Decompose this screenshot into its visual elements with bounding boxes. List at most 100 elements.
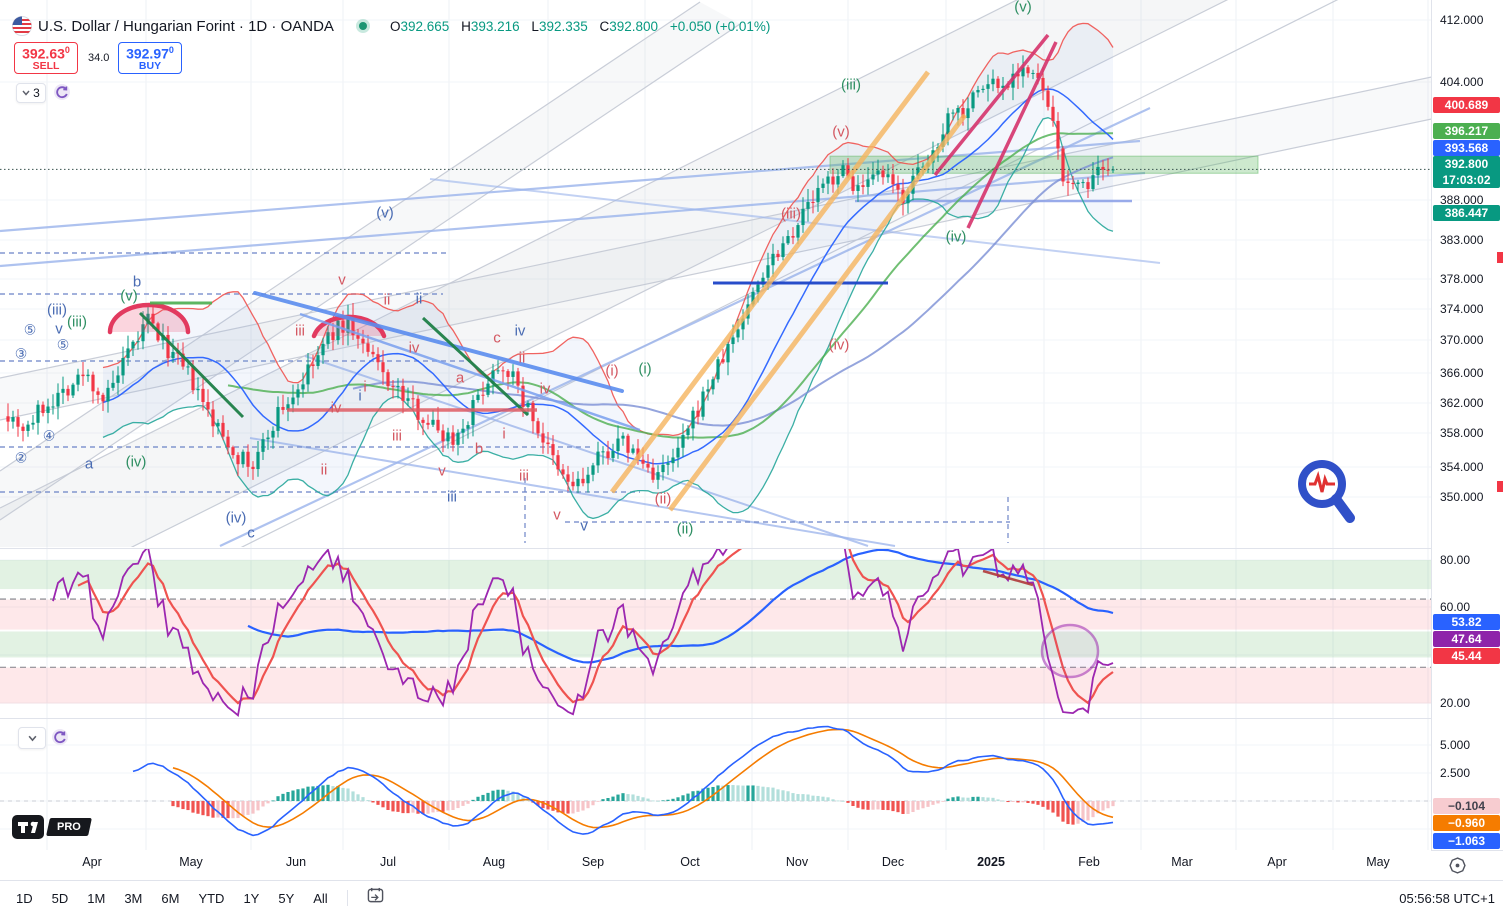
go-to-date-icon[interactable] [367, 887, 384, 909]
sma-badge: 393.568 [1433, 140, 1500, 156]
axis-tick: 388.000 [1440, 193, 1484, 207]
elliott-wave-label[interactable]: b [132, 273, 142, 291]
axis-alert-marker[interactable] [1497, 481, 1503, 492]
pane-separator[interactable] [0, 718, 1503, 719]
elliott-wave-label[interactable]: (iv) [945, 228, 967, 246]
axis-tick: 350.000 [1440, 490, 1484, 504]
elliott-wave-label[interactable]: (ii) [654, 490, 672, 508]
elliott-wave-label[interactable]: ④ [42, 427, 56, 444]
elliott-wave-label[interactable]: v [553, 506, 561, 524]
elliott-wave-label[interactable]: ③ [14, 345, 28, 362]
elliott-wave-label[interactable]: (v) [832, 123, 850, 141]
elliott-wave-label[interactable]: iii [392, 427, 402, 445]
lower-band-badge: 386.447 [1433, 205, 1500, 221]
high-label: H [461, 19, 471, 34]
elliott-wave-label[interactable]: (ii) [676, 520, 694, 538]
elliott-wave-label[interactable]: a [84, 455, 94, 473]
time-axis-label: 2025 [977, 855, 1005, 869]
axis-tick: 80.00 [1440, 553, 1471, 567]
elliott-wave-label[interactable]: v [55, 320, 63, 338]
elliott-wave-label[interactable]: c [247, 524, 255, 542]
elliott-wave-label[interactable]: ii [415, 290, 423, 308]
axis-tick: 370.000 [1440, 333, 1484, 347]
elliott-wave-label[interactable]: i [363, 378, 367, 396]
elliott-wave-label[interactable]: iv [330, 399, 342, 417]
elliott-wave-label[interactable]: v [438, 462, 446, 480]
rsi-ma-badge: 53.82 [1433, 614, 1500, 630]
elliott-wave-label[interactable]: (iii) [47, 301, 67, 319]
elliott-wave-label[interactable]: ii [518, 349, 526, 367]
elliott-wave-label[interactable]: (v) [120, 287, 138, 305]
elliott-wave-label[interactable]: (iv) [225, 509, 247, 527]
axis-alert-marker[interactable] [1497, 252, 1503, 263]
elliott-wave-label[interactable]: ⑤ [56, 336, 70, 353]
range-buttons: 1D 5D 1M 3M 6M YTD 1Y 5Y All [16, 891, 328, 906]
settings-gear-icon[interactable] [1448, 856, 1467, 880]
elliott-wave-label[interactable]: iv [539, 380, 551, 398]
range-button-1m[interactable]: 1M [87, 890, 106, 906]
elliott-wave-label[interactable]: ② [14, 449, 28, 466]
time-axis-label: Sep [581, 855, 605, 869]
clock[interactable]: 05:56:58 UTC+1 [1399, 890, 1495, 906]
elliott-wave-label[interactable]: i [502, 425, 506, 443]
elliott-wave-label[interactable]: v [580, 517, 588, 535]
sell-button[interactable]: 392.630 SELL [14, 42, 78, 74]
elliott-wave-label[interactable]: i [358, 387, 362, 405]
time-axis-label: Feb [1078, 855, 1100, 869]
elliott-wave-label[interactable]: c [493, 329, 501, 347]
elliott-wave-label[interactable]: (v) [1014, 0, 1032, 16]
open-value: 392.665 [400, 19, 450, 34]
ohlc-readout: O392.665 H393.216 L392.335 C392.800 +0.0… [390, 19, 770, 34]
tradingview-pro-logo[interactable]: PRO [12, 815, 92, 839]
axis-tick: 60.00 [1440, 600, 1471, 614]
pane-separator[interactable] [0, 548, 1503, 549]
time-axis[interactable]: Apr May Jun Jul Aug Sep Oct Nov Dec 2025 Feb Mar Apr… [0, 850, 1431, 880]
refresh-icon[interactable] [51, 728, 69, 751]
indicator-collapse-dropdown[interactable] [18, 727, 46, 749]
elliott-wave-label[interactable]: ii [383, 291, 391, 309]
refresh-icon[interactable] [53, 83, 71, 106]
elliott-wave-label[interactable]: iv [514, 322, 526, 340]
range-button-6m[interactable]: 6M [161, 890, 180, 906]
elliott-wave-label[interactable]: iii [295, 322, 305, 340]
rsi-badge: 47.64 [1433, 631, 1500, 647]
symbol-title[interactable]: U.S. Dollar / Hungarian Forint · 1D · OA… [38, 18, 334, 35]
range-button-ytd[interactable]: YTD [198, 890, 225, 906]
range-button-3m[interactable]: 3M [124, 890, 143, 906]
elliott-wave-label[interactable]: a [455, 369, 465, 387]
time-axis-label: Apr [82, 855, 102, 869]
change-value: +0.050 (+0.01%) [669, 19, 771, 34]
elliott-wave-label[interactable]: (i) [638, 360, 652, 378]
market-status-dot[interactable] [356, 19, 370, 33]
range-button-5y[interactable]: 5Y [278, 890, 295, 906]
axis-tick: 378.000 [1440, 272, 1484, 286]
elliott-wave-label[interactable]: (i) [605, 362, 619, 380]
elliott-wave-label[interactable]: iii [519, 467, 529, 485]
elliott-wave-label[interactable]: v [338, 271, 346, 289]
elliott-wave-label[interactable]: iv [408, 339, 420, 357]
range-button-5d[interactable]: 5D [51, 890, 69, 906]
elliott-wave-label[interactable]: (iii) [781, 205, 801, 223]
elliott-wave-label[interactable]: ⑤ [23, 321, 37, 338]
time-axis-label: Aug [482, 855, 506, 869]
time-axis-label: Mar [1171, 855, 1193, 869]
elliott-wave-label[interactable]: (iii) [841, 76, 861, 94]
wave-count-dropdown[interactable]: 3 [16, 83, 46, 103]
buy-button[interactable]: 392.970 BUY [118, 42, 182, 74]
range-button-1y[interactable]: 1Y [243, 890, 260, 906]
axis-tick: 354.000 [1440, 460, 1484, 474]
macd-hist-badge: −0.104 [1433, 798, 1500, 814]
range-button-all[interactable]: All [313, 890, 328, 906]
elliott-wave-label[interactable]: iii [447, 488, 457, 506]
time-axis-label: May [179, 855, 203, 869]
macd-line-badge: −1.063 [1433, 833, 1500, 849]
elliott-wave-label[interactable]: b [474, 440, 484, 458]
low-value: 392.335 [538, 19, 588, 34]
range-button-1d[interactable]: 1D [16, 890, 33, 906]
elliott-wave-label[interactable]: (iv) [125, 453, 147, 471]
elliott-wave-label[interactable]: ii [320, 461, 328, 479]
elliott-wave-label[interactable]: (v) [376, 204, 394, 222]
elliott-wave-label[interactable]: (iii) [67, 313, 87, 331]
elliott-wave-label[interactable]: (iv) [828, 336, 850, 354]
